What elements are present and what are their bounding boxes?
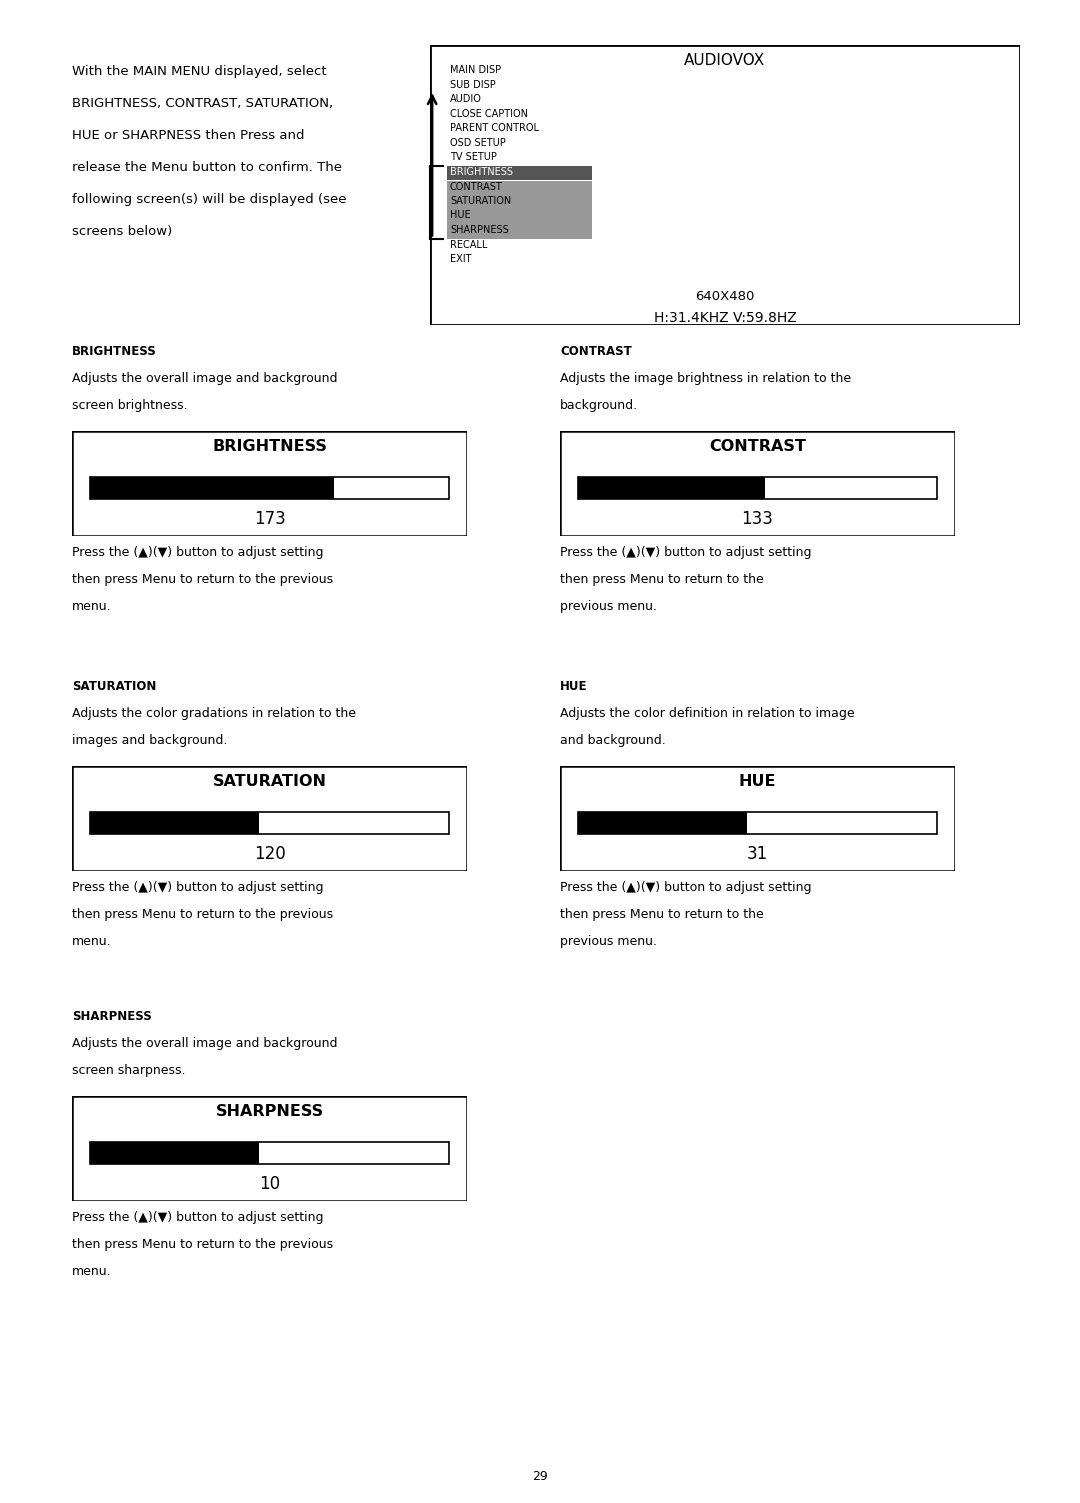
Text: CLOSE CAPTION: CLOSE CAPTION bbox=[450, 110, 528, 119]
Text: 133: 133 bbox=[742, 510, 773, 528]
Text: SHARPNESS: SHARPNESS bbox=[215, 1105, 324, 1120]
Bar bbox=[578, 812, 937, 834]
Text: 10: 10 bbox=[259, 1175, 280, 1193]
Text: CONTRAST: CONTRAST bbox=[710, 439, 806, 454]
Bar bbox=[90, 478, 449, 499]
Text: With the MAIN MENU displayed, select: With the MAIN MENU displayed, select bbox=[72, 65, 326, 78]
Bar bbox=[578, 478, 937, 499]
Text: previous menu.: previous menu. bbox=[561, 600, 657, 613]
Text: 31: 31 bbox=[747, 845, 768, 863]
Text: BRIGHTNESS, CONTRAST, SATURATION,: BRIGHTNESS, CONTRAST, SATURATION, bbox=[72, 98, 333, 110]
Text: SATURATION: SATURATION bbox=[213, 774, 326, 789]
Bar bbox=[578, 812, 746, 834]
Text: Adjusts the color gradations in relation to the: Adjusts the color gradations in relation… bbox=[72, 706, 356, 720]
Text: Adjusts the overall image and background: Adjusts the overall image and background bbox=[72, 373, 337, 385]
Text: OSD SETUP: OSD SETUP bbox=[450, 138, 505, 147]
Text: AUDIOVOX: AUDIOVOX bbox=[685, 53, 766, 68]
Text: screens below): screens below) bbox=[72, 225, 172, 237]
Text: CONTRAST: CONTRAST bbox=[561, 346, 632, 358]
Text: previous menu.: previous menu. bbox=[561, 935, 657, 948]
Text: menu.: menu. bbox=[72, 935, 111, 948]
Bar bbox=[90, 478, 334, 499]
Text: SHARPNESS: SHARPNESS bbox=[450, 225, 509, 234]
Text: HUE or SHARPNESS then Press and: HUE or SHARPNESS then Press and bbox=[72, 129, 305, 141]
Text: MAIN DISP: MAIN DISP bbox=[450, 66, 501, 75]
Text: menu.: menu. bbox=[72, 600, 111, 613]
Bar bbox=[90, 1142, 449, 1165]
Bar bbox=[447, 209, 592, 224]
Bar bbox=[578, 478, 765, 499]
Bar bbox=[90, 812, 449, 834]
Text: CONTRAST: CONTRAST bbox=[450, 182, 503, 191]
Text: BRIGHTNESS: BRIGHTNESS bbox=[72, 346, 157, 358]
Text: SUB DISP: SUB DISP bbox=[450, 80, 496, 90]
Bar bbox=[447, 224, 592, 239]
Text: RECALL: RECALL bbox=[450, 239, 487, 249]
Text: Press the (▲)(▼) button to adjust setting: Press the (▲)(▼) button to adjust settin… bbox=[72, 881, 324, 894]
Text: screen brightness.: screen brightness. bbox=[72, 398, 188, 412]
Text: 173: 173 bbox=[254, 510, 285, 528]
Text: screen sharpness.: screen sharpness. bbox=[72, 1064, 186, 1078]
Text: EXIT: EXIT bbox=[450, 254, 472, 265]
Text: then press Menu to return to the: then press Menu to return to the bbox=[561, 908, 764, 921]
Bar bbox=[447, 195, 592, 209]
Text: images and background.: images and background. bbox=[72, 733, 228, 747]
Text: background.: background. bbox=[561, 398, 638, 412]
Text: BRIGHTNESS: BRIGHTNESS bbox=[212, 439, 327, 454]
Text: HUE: HUE bbox=[450, 210, 471, 221]
Text: Press the (▲)(▼) button to adjust setting: Press the (▲)(▼) button to adjust settin… bbox=[72, 1211, 324, 1223]
Text: then press Menu to return to the previous: then press Menu to return to the previou… bbox=[72, 908, 333, 921]
Text: Adjusts the overall image and background: Adjusts the overall image and background bbox=[72, 1037, 337, 1051]
Text: Press the (▲)(▼) button to adjust setting: Press the (▲)(▼) button to adjust settin… bbox=[561, 546, 811, 559]
Text: then press Menu to return to the previous: then press Menu to return to the previou… bbox=[72, 573, 333, 586]
Text: 640X480: 640X480 bbox=[696, 290, 755, 304]
Text: 29: 29 bbox=[532, 1470, 548, 1483]
Text: HUE: HUE bbox=[739, 774, 777, 789]
Text: SATURATION: SATURATION bbox=[72, 679, 157, 693]
Bar bbox=[447, 165, 592, 180]
Text: H:31.4KHZ V:59.8HZ: H:31.4KHZ V:59.8HZ bbox=[653, 311, 796, 325]
Bar bbox=[90, 1142, 259, 1165]
Text: SATURATION: SATURATION bbox=[450, 195, 511, 206]
Text: Adjusts the image brightness in relation to the: Adjusts the image brightness in relation… bbox=[561, 373, 851, 385]
Text: following screen(s) will be displayed (see: following screen(s) will be displayed (s… bbox=[72, 192, 347, 206]
Bar bbox=[90, 812, 259, 834]
Text: SHARPNESS: SHARPNESS bbox=[72, 1010, 152, 1024]
Text: release the Menu button to confirm. The: release the Menu button to confirm. The bbox=[72, 161, 342, 174]
Text: and background.: and background. bbox=[561, 733, 665, 747]
Text: BRIGHTNESS: BRIGHTNESS bbox=[450, 167, 513, 177]
Text: Adjusts the color definition in relation to image: Adjusts the color definition in relation… bbox=[561, 706, 854, 720]
Text: PARENT CONTROL: PARENT CONTROL bbox=[450, 123, 539, 134]
Text: then press Menu to return to the: then press Menu to return to the bbox=[561, 573, 764, 586]
Text: 120: 120 bbox=[254, 845, 285, 863]
Text: HUE: HUE bbox=[561, 679, 588, 693]
Text: Press the (▲)(▼) button to adjust setting: Press the (▲)(▼) button to adjust settin… bbox=[561, 881, 811, 894]
Text: then press Menu to return to the previous: then press Menu to return to the previou… bbox=[72, 1238, 333, 1250]
Bar bbox=[447, 180, 592, 195]
Text: AUDIO: AUDIO bbox=[450, 95, 482, 105]
Text: Press the (▲)(▼) button to adjust setting: Press the (▲)(▼) button to adjust settin… bbox=[72, 546, 324, 559]
Text: TV SETUP: TV SETUP bbox=[450, 152, 497, 162]
Text: menu.: menu. bbox=[72, 1266, 111, 1278]
